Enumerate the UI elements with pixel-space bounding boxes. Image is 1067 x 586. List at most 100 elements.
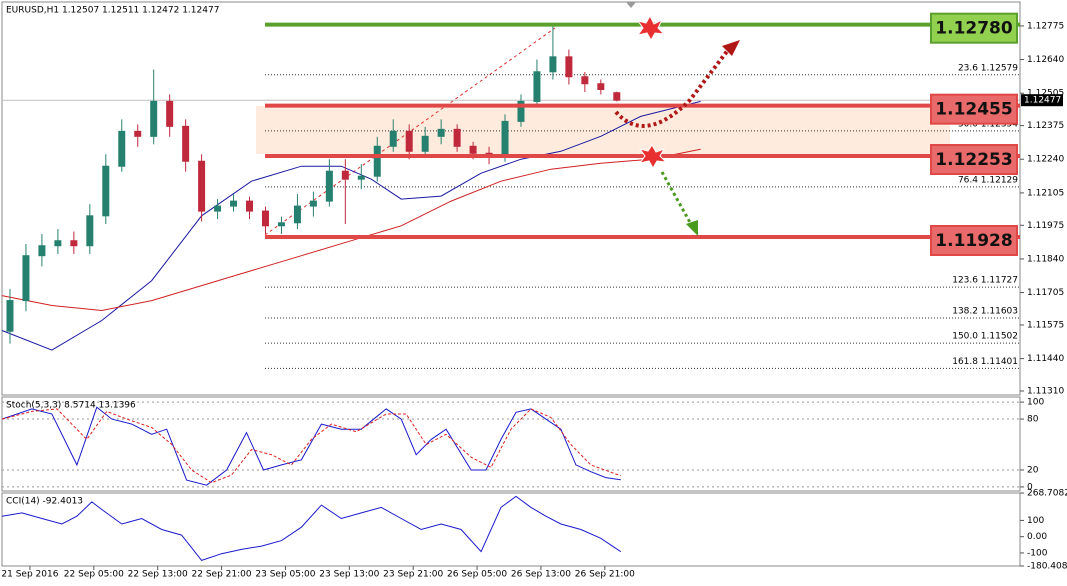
fib-trendline <box>264 27 556 236</box>
candle-body <box>437 128 445 137</box>
x-tick-label: 21 Sep 2016 <box>1 570 58 580</box>
candle-body <box>405 130 413 152</box>
candle-body <box>102 165 110 217</box>
candle-body <box>182 125 190 162</box>
arrow-up <box>614 48 730 128</box>
marker <box>626 2 636 8</box>
fib-value: 1.11603 <box>981 306 1018 316</box>
panel-frame <box>1 1 1021 396</box>
candle-body <box>565 56 573 78</box>
candle-body <box>357 175 365 180</box>
candle-body <box>214 205 222 212</box>
candle-body <box>230 200 238 207</box>
fib-ratio: 161.8 <box>952 357 978 367</box>
x-tick-label: 23 Sep 13:00 <box>319 570 379 580</box>
candle-body <box>246 200 254 212</box>
arrow-down <box>660 171 694 227</box>
series-line <box>1 406 621 486</box>
series-line <box>1 100 701 351</box>
candle-body <box>389 130 397 147</box>
panel-title: Stoch(5,3,3) 8.5714 13.1396 <box>6 401 136 411</box>
arrowhead <box>722 40 740 56</box>
panel-frame <box>1 492 1021 567</box>
candle-body <box>70 240 78 247</box>
x-tick-label: 26 Sep 13:00 <box>511 570 571 580</box>
candle-body <box>325 170 333 202</box>
y-tick-label: 1.12240 <box>1027 155 1064 165</box>
zone <box>256 106 950 154</box>
panel-title: EURUSD,H1 1.12507 1.12511 1.12472 1.1247… <box>6 6 219 16</box>
x-tick-label: 22 Sep 13:00 <box>128 570 188 580</box>
y-tick-label: 1.12105 <box>1027 188 1064 198</box>
candle-body <box>293 205 301 224</box>
y-tick-label: 1.12375 <box>1027 121 1064 131</box>
y-tick-label: 268.7082 <box>1027 489 1067 499</box>
level-box <box>930 144 1018 176</box>
fib-value: 1.11401 <box>981 357 1018 367</box>
panel-title: CCI(14) -92.4013 <box>6 497 83 507</box>
level-label: 1.12455 <box>935 100 1012 120</box>
fib-ratio: 150.0 <box>952 332 978 342</box>
burst <box>638 144 668 170</box>
fib-value: 1.12579 <box>981 63 1018 73</box>
candle-body <box>277 222 285 227</box>
candle-body <box>86 215 94 247</box>
candle-body <box>501 120 509 157</box>
burst <box>636 14 666 42</box>
y-tick-label: 0.00 <box>1027 532 1047 542</box>
y-tick-label: 1.11440 <box>1027 354 1064 364</box>
x-tick-label: 22 Sep 21:00 <box>192 570 252 580</box>
fib-ratio: 138.2 <box>952 306 978 316</box>
level-box <box>930 225 1018 257</box>
current-price-tag <box>1021 94 1063 107</box>
candle-body <box>309 200 317 207</box>
candle-body <box>597 83 605 90</box>
candle-body <box>517 100 525 122</box>
candle-body <box>150 100 158 137</box>
series-line <box>1 148 701 312</box>
candle-body <box>198 160 206 212</box>
candle-body <box>613 92 621 101</box>
arrowhead <box>686 220 698 236</box>
candle-body <box>261 210 269 227</box>
y-tick-label: 1.11310 <box>1027 387 1064 397</box>
candle-body <box>22 255 30 302</box>
fib-value: 1.12129 <box>981 175 1018 185</box>
y-tick-label: 20 <box>1027 465 1039 475</box>
candle-body <box>38 245 46 257</box>
x-tick-label: 22 Sep 05:00 <box>64 570 124 580</box>
candle-body <box>54 240 62 247</box>
level-label: 1.12780 <box>935 19 1013 39</box>
panel-frame <box>1 396 1021 492</box>
level-box <box>930 12 1018 44</box>
fib-ratio: 76.4 <box>958 175 978 185</box>
candle-body <box>549 56 557 73</box>
x-tick-label: 26 Sep 05:00 <box>447 570 507 580</box>
y-tick-label: 1.11975 <box>1027 221 1064 231</box>
candle-body <box>581 76 589 85</box>
candle-body <box>533 71 541 102</box>
y-tick-label: 100 <box>1027 398 1044 408</box>
y-tick-label: 1.12505 <box>1027 89 1064 99</box>
y-tick-label: -100 <box>1027 548 1048 558</box>
y-tick-label: 1.12775 <box>1027 21 1064 31</box>
x-tick-label: 23 Sep 05:00 <box>255 570 315 580</box>
series-line <box>1 408 621 484</box>
y-tick-label: 1.12640 <box>1027 55 1064 65</box>
level-label: 1.11928 <box>935 231 1012 251</box>
fib-value: 1.11727 <box>981 276 1018 286</box>
candle-body <box>453 128 461 147</box>
candle-body <box>6 300 14 332</box>
level-box <box>930 93 1018 125</box>
level-label: 1.12253 <box>935 150 1012 170</box>
y-tick-label: 1.11840 <box>1027 254 1064 264</box>
fib-ratio: 23.6 <box>958 63 978 73</box>
y-tick-label: 1.11705 <box>1027 288 1064 298</box>
candle-body <box>134 130 142 137</box>
fib-ratio: 123.6 <box>952 276 978 286</box>
x-tick-label: 26 Sep 21:00 <box>575 570 635 580</box>
candle-body <box>166 100 174 127</box>
y-tick-label: 0 <box>1027 482 1033 492</box>
